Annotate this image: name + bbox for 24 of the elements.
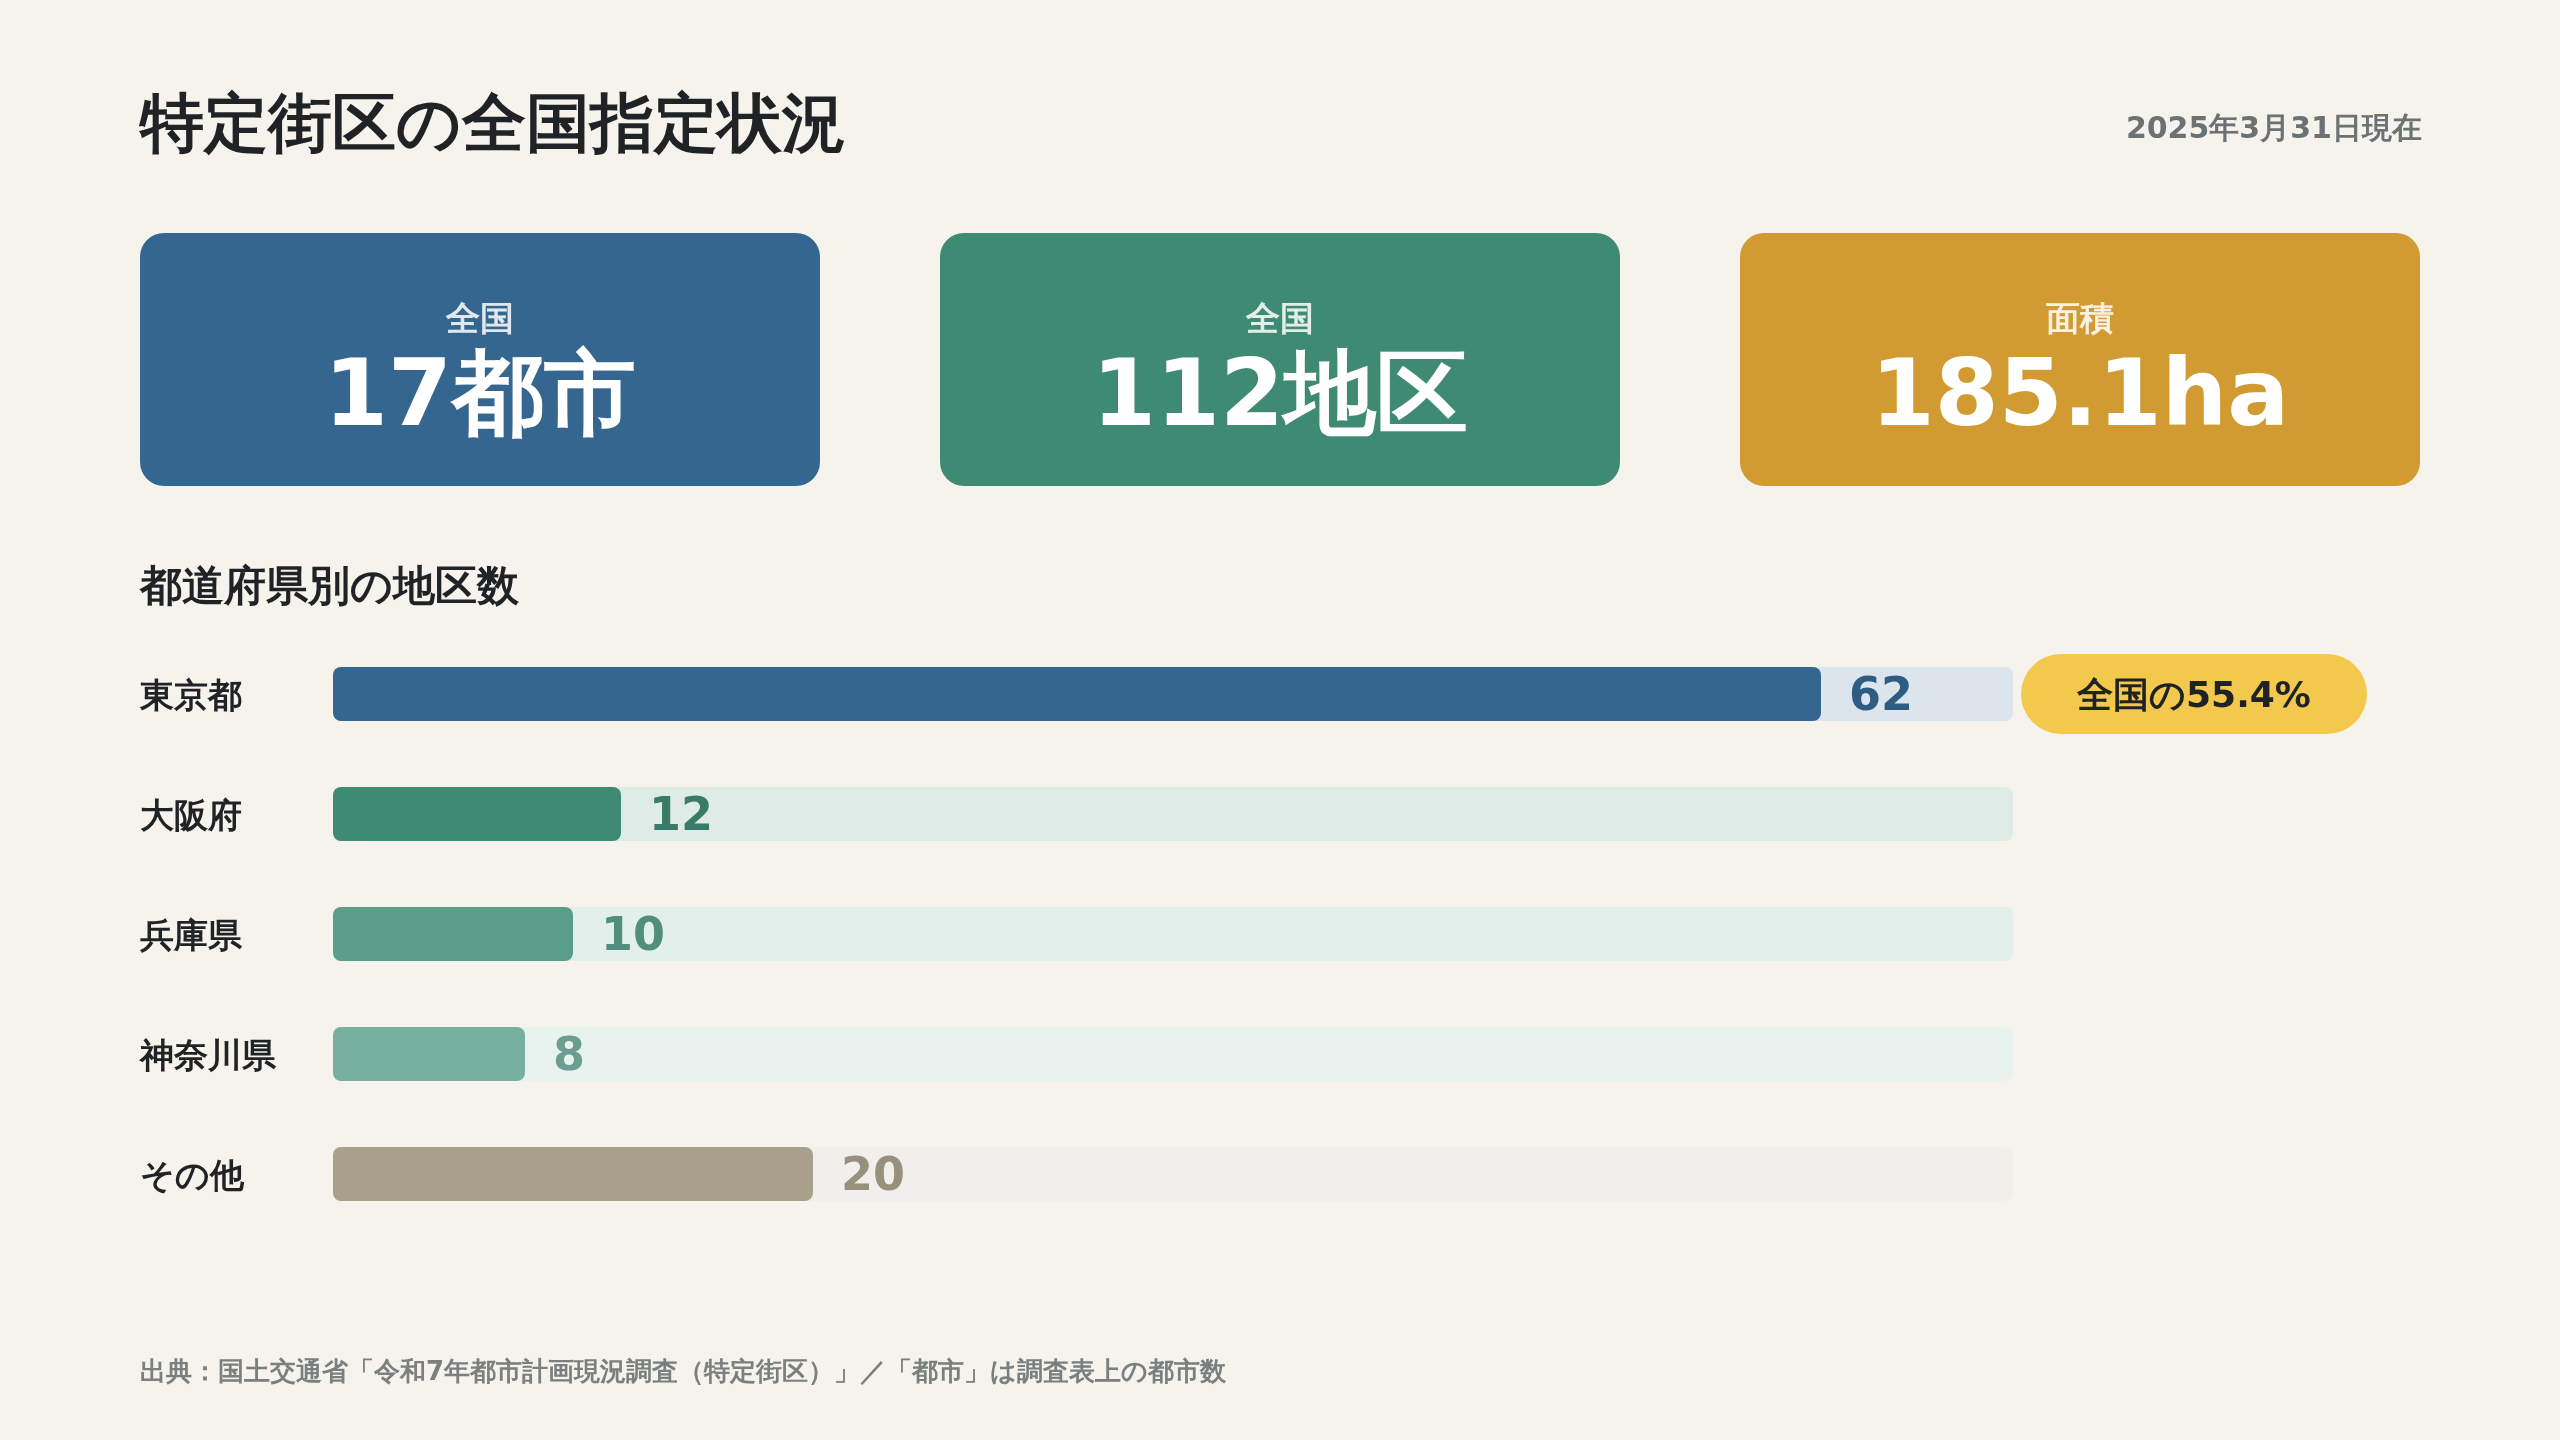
- data-label: 8: [553, 1027, 586, 1081]
- bar: [333, 787, 621, 841]
- y-tick-label: 兵庫県: [139, 915, 243, 955]
- data-label: 20: [841, 1147, 906, 1201]
- text: 17都市: [323, 340, 637, 447]
- text: 全国: [445, 298, 514, 338]
- text: 特定街区の全国指定状況: [138, 86, 846, 160]
- bar: [333, 907, 573, 961]
- text: 112地区: [1091, 340, 1469, 447]
- chart-title: 都道府県別の地区数: [139, 561, 520, 610]
- text: 全国: [1245, 298, 1314, 338]
- text: 2025年3月31日現在: [2125, 110, 2422, 145]
- source-note: 出典：国土交通省「令和7年都市計画現況調査（特定街区）」／「都市」は調査表上の都市数: [140, 1356, 1228, 1386]
- data-label: 12: [649, 787, 714, 841]
- data-label: 10: [601, 907, 666, 961]
- data-label: 62: [1849, 667, 1914, 721]
- y-tick-label: 大阪府: [140, 795, 242, 835]
- y-tick-label: 神奈川県: [138, 1035, 277, 1075]
- text: 185.1ha: [1870, 340, 2290, 447]
- text: 面積: [2046, 298, 2114, 338]
- bar: [333, 1027, 525, 1081]
- text: 全国の55.4%: [2076, 674, 2311, 715]
- y-tick-label: 東京都: [139, 675, 242, 715]
- y-tick-label: その他: [140, 1155, 245, 1195]
